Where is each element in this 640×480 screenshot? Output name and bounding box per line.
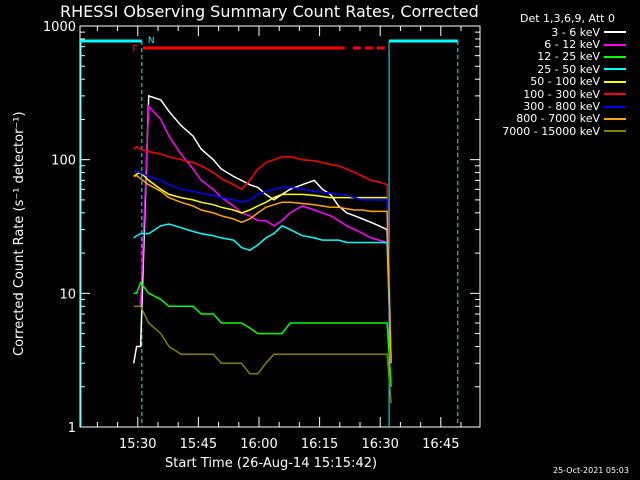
- detector-note: Det 1,3,6,9, Att 0: [520, 12, 615, 25]
- legend-swatch: [604, 80, 626, 83]
- legend-swatch: [604, 31, 626, 34]
- x-tick-label: 16:15: [301, 437, 338, 452]
- x-tick-label: 16:30: [361, 437, 398, 452]
- y-tick-label: 1000: [43, 20, 76, 35]
- legend-label: 3 - 6 keV: [551, 25, 600, 39]
- legend-label: 12 - 25 keV: [537, 50, 600, 64]
- legend-item: 50 - 100 keV: [480, 75, 630, 89]
- series-line-12-25-kev: [133, 281, 392, 387]
- legend-label: 50 - 100 keV: [530, 75, 600, 89]
- plot-frame: [79, 25, 481, 428]
- legend-swatch: [604, 130, 626, 133]
- legend-swatch: [604, 55, 626, 58]
- legend-item: 300 - 800 keV: [480, 100, 630, 114]
- legend-swatch: [604, 105, 626, 108]
- series-line-6-12-kev: [133, 104, 392, 364]
- series-line-800-7000-kev: [133, 174, 392, 364]
- legend-item: 6 - 12 keV: [480, 38, 630, 52]
- legend-item: 100 - 300 keV: [480, 87, 630, 101]
- observing-flags: FN: [80, 36, 459, 427]
- axes-frame: [79, 25, 481, 428]
- series-line-100-300-kev: [133, 145, 392, 364]
- night-flag-label: N: [148, 36, 155, 46]
- x-axis-label: Start Time (26-Aug-14 15:15:42): [165, 456, 378, 471]
- legend-swatch: [604, 93, 626, 96]
- legend-label: 100 - 300 keV: [523, 87, 600, 101]
- series-line-300-800-kev: [133, 170, 392, 364]
- x-tick-label: 15:30: [119, 437, 156, 452]
- legend: 3 - 6 keV 6 - 12 keV 12 - 25 keV 25 - 50 ke…: [480, 26, 630, 138]
- legend-item: 25 - 50 keV: [480, 62, 630, 76]
- legend-item: 800 - 7000 keV: [480, 112, 630, 126]
- legend-swatch: [604, 68, 626, 71]
- legend-item: 7000 - 15000 keV: [480, 124, 630, 138]
- legend-label: 7000 - 15000 keV: [502, 124, 600, 138]
- legend-label: 800 - 7000 keV: [516, 112, 600, 126]
- legend-item: 12 - 25 keV: [480, 50, 630, 64]
- legend-item: 3 - 6 keV: [480, 25, 630, 39]
- y-tick-label: 100: [51, 154, 76, 169]
- y-tick-label: 1: [68, 421, 76, 436]
- y-tick-label: 10: [59, 287, 76, 302]
- series-lines: [132, 94, 392, 404]
- chart-title: RHESSI Observing Summary Count Rates, Co…: [60, 2, 479, 21]
- legend-label: 25 - 50 keV: [537, 62, 600, 76]
- series-line-50-100-kev: [133, 171, 392, 364]
- legend-swatch: [604, 117, 626, 120]
- legend-swatch: [604, 43, 626, 46]
- tick-labels: 1 10 100 1000 15:30 15:45 16:00 16:15 16:30 16:45: [43, 20, 460, 452]
- x-tick-label: 15:45: [180, 437, 217, 452]
- x-tick-label: 16:45: [422, 437, 459, 452]
- series-line-7000-15000-kev: [133, 305, 392, 404]
- series-line-25-50-kev: [133, 223, 392, 364]
- series-line-3-6-kev: [132, 94, 392, 364]
- timestamp: 25-Oct-2021 05:03: [553, 466, 629, 475]
- legend-label: 300 - 800 keV: [523, 100, 600, 114]
- legend-label: 6 - 12 keV: [544, 38, 600, 52]
- flare-flag-label: F: [132, 44, 138, 55]
- y-axis-label: Corrected Count Rate (s⁻¹ detector⁻¹): [12, 111, 27, 356]
- x-tick-label: 16:00: [240, 437, 277, 452]
